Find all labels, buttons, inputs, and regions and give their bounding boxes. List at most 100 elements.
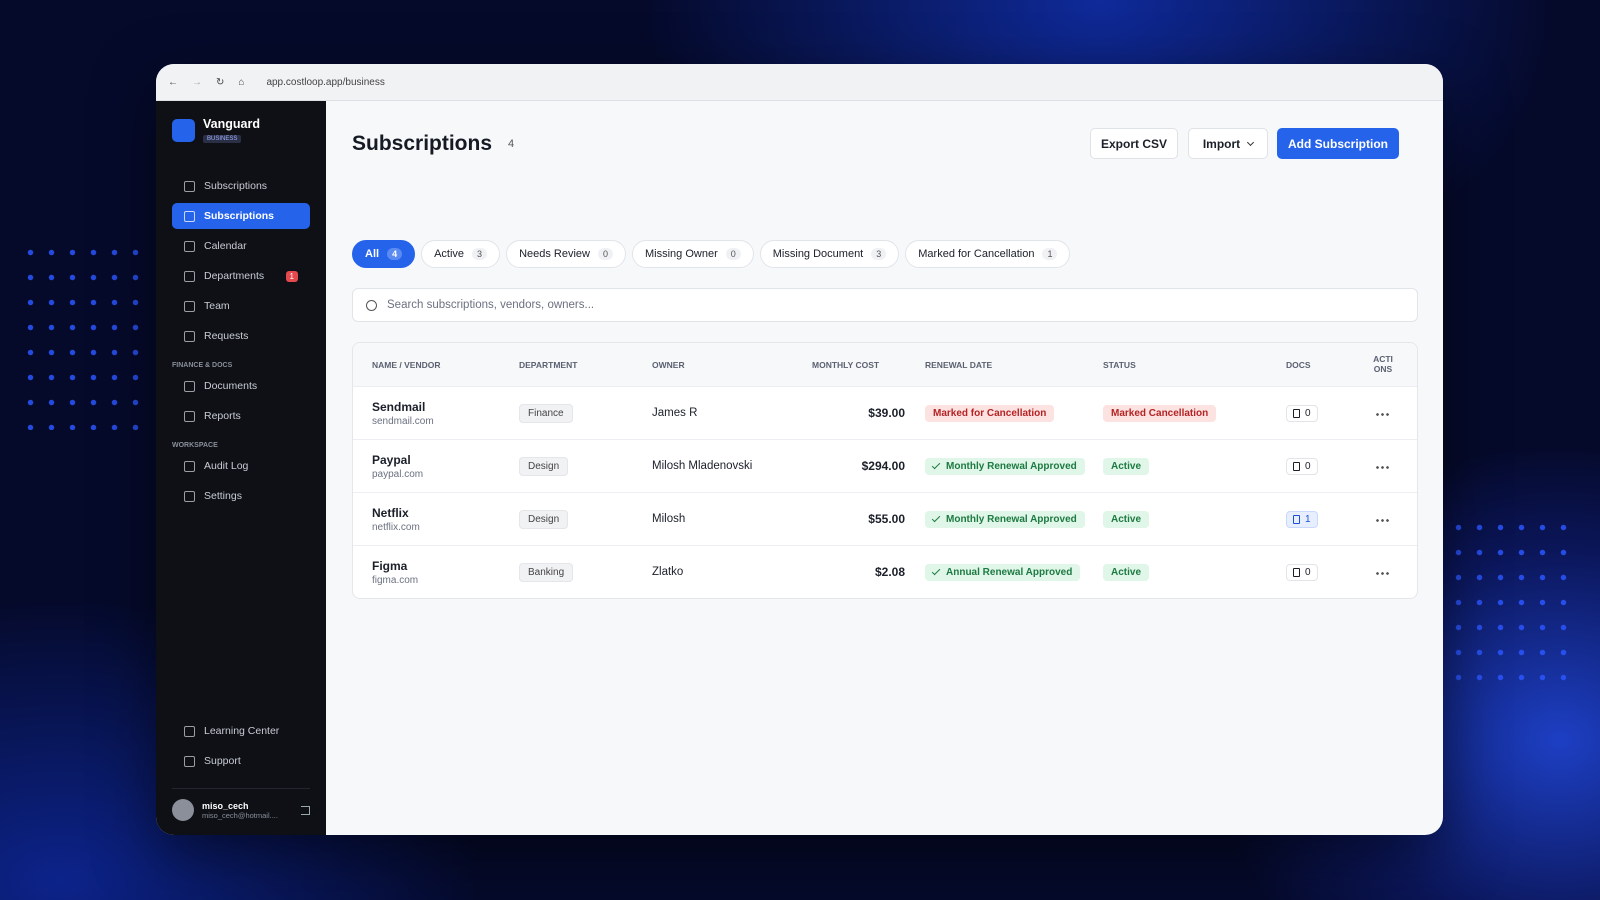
docs[interactable]: 0	[1286, 563, 1318, 581]
tab-label: Active	[434, 248, 465, 260]
cell: $39.00	[812, 406, 905, 420]
nav-icon	[184, 240, 195, 252]
tab-count: 3	[871, 248, 887, 260]
status: Active	[1103, 457, 1150, 475]
cell	[1371, 566, 1417, 578]
nav-label: Departments	[204, 270, 265, 282]
tab-count: 3	[472, 248, 488, 260]
nav-label: Subscriptions	[204, 180, 268, 192]
actions[interactable]	[1375, 466, 1389, 469]
nav-item[interactable]: Requests	[172, 323, 310, 349]
tab[interactable]: Active 3	[421, 240, 501, 268]
vendor-domain: sendmail.com	[372, 415, 434, 427]
nav-item[interactable]: Support	[172, 748, 310, 774]
nav-item[interactable]: Settings	[172, 483, 310, 509]
brand-name: Vanguard	[203, 117, 260, 131]
cell	[1371, 513, 1417, 525]
owner: Zlatko	[652, 566, 684, 578]
nav-icon	[184, 725, 195, 737]
department: Banking	[519, 563, 574, 582]
doc-icon	[1293, 567, 1300, 577]
cell: Monthly Renewal Approved	[925, 510, 1103, 528]
renewal-pill: Monthly Renewal Approved	[925, 510, 1085, 528]
section-title: FINANCE & DOCS	[172, 362, 233, 369]
table-row[interactable]: Paypal paypal.com Design Milosh Mladenovski…	[353, 439, 1417, 492]
doc-icon	[1293, 461, 1300, 471]
docs[interactable]: 0	[1286, 404, 1318, 422]
decor-dots	[20, 240, 148, 430]
doc-count: 0	[1305, 407, 1311, 419]
docs[interactable]: 0	[1286, 457, 1318, 475]
actions[interactable]	[1375, 572, 1389, 575]
button[interactable]: Add Subscription	[1277, 128, 1399, 159]
search-icon	[366, 299, 377, 311]
nav-item[interactable]: Calendar	[172, 233, 310, 259]
cell: DOCS	[1286, 360, 1371, 370]
cell: Marked Cancellation	[1103, 404, 1286, 422]
back[interactable]: ←	[168, 76, 178, 88]
tab[interactable]: Missing Owner 0	[632, 240, 754, 268]
home[interactable]: ⌂	[238, 76, 245, 88]
column-header: OWNER	[652, 359, 685, 370]
status: Marked Cancellation	[1103, 404, 1217, 422]
column-header: STATUS	[1103, 359, 1136, 370]
doc-icon	[1293, 408, 1300, 418]
nav-icon	[184, 380, 195, 392]
cell: $2.08	[812, 565, 905, 579]
nav-item[interactable]: Subscriptions	[172, 173, 310, 199]
table-row[interactable]: Figma figma.com Banking Zlatko $2.08 Annual R…	[353, 545, 1417, 598]
cell: Design	[519, 457, 652, 476]
user[interactable]: miso_cech miso_cech@hotmail....	[172, 788, 310, 835]
url[interactable]: app.costloop.app/business	[266, 76, 385, 88]
table-header: NAME / VENDOR DEPARTMENT OWNER MONTHLY COST…	[353, 343, 1417, 386]
renewal: Marked for Cancellation	[933, 407, 1047, 419]
monthly-cost: $294.00	[861, 459, 905, 473]
sidebar-footer: Learning Center Support miso_cech miso_cech…	[156, 714, 326, 835]
nav-item[interactable]: Reports	[172, 403, 310, 429]
decor-dots	[1448, 515, 1573, 695]
forward[interactable]: →	[192, 76, 202, 88]
search[interactable]: Search subscriptions, vendors, owners...	[352, 288, 1418, 322]
table-row[interactable]: Netflix netflix.com Design Milosh $55.00 Mont…	[353, 492, 1417, 545]
nav-item[interactable]: Team	[172, 293, 310, 319]
button[interactable]: Import	[1188, 128, 1268, 159]
cell: Sendmail sendmail.com	[372, 400, 519, 427]
tab-label: Missing Owner	[645, 248, 718, 260]
tab[interactable]: Missing Document 3	[759, 240, 900, 268]
nav-icon	[184, 330, 195, 342]
owner: James R	[652, 407, 698, 419]
nav-item[interactable]: Subscriptions	[172, 203, 310, 229]
sidebar: Vanguard BUSINESS Subscriptions Subscriptio…	[156, 101, 326, 835]
logout[interactable]	[301, 805, 310, 815]
cell: Marked for Cancellation	[925, 404, 1103, 422]
nav-item[interactable]: Departments 1	[172, 263, 310, 289]
nav-item[interactable]: Documents	[172, 373, 310, 399]
nav-label: Documents	[204, 380, 258, 392]
nav-icon	[184, 300, 195, 312]
tab[interactable]: All 4	[352, 240, 416, 268]
tab[interactable]: Marked for Cancellation 1	[905, 240, 1071, 268]
header: Subscriptions 4	[352, 128, 514, 159]
cell: 1	[1286, 510, 1371, 528]
nav-item[interactable]: Audit Log	[172, 453, 310, 479]
cell: 0	[1286, 563, 1371, 581]
column-header: MONTHLY COST	[812, 359, 880, 370]
cell: Monthly Renewal Approved	[925, 457, 1103, 475]
tab[interactable]: Needs Review 0	[506, 240, 626, 268]
doc-count: 0	[1305, 566, 1311, 578]
tab-count: 0	[597, 248, 613, 260]
table-row[interactable]: Sendmail sendmail.com Finance James R $39.00…	[353, 386, 1417, 439]
nav-label: Support	[204, 755, 241, 767]
tab-count: 0	[725, 248, 741, 260]
actions[interactable]	[1375, 413, 1389, 416]
doc-count: 0	[1305, 460, 1311, 472]
docs[interactable]: 1	[1286, 510, 1318, 528]
button-label: Export CSV	[1100, 136, 1167, 151]
check-icon	[931, 460, 941, 469]
button[interactable]: Export CSV	[1090, 128, 1178, 159]
cell: Netflix netflix.com	[372, 506, 519, 533]
nav-item[interactable]: Learning Center	[172, 718, 310, 744]
actions[interactable]	[1375, 519, 1389, 522]
reload[interactable]: ↻	[216, 76, 225, 88]
nav-icon	[184, 410, 195, 422]
